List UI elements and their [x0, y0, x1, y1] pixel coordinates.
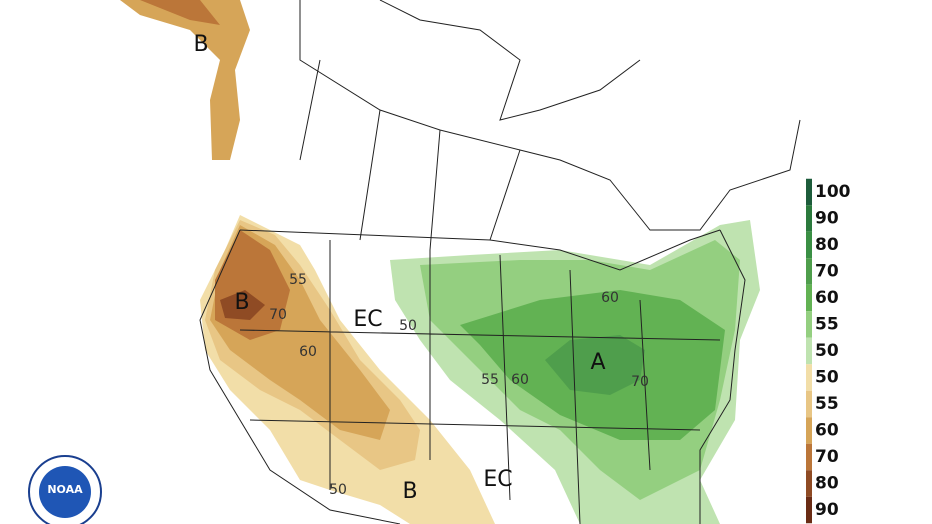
contour-label: 55 — [481, 372, 499, 388]
legend-swatch — [806, 496, 812, 524]
legend-label: 50 — [815, 341, 839, 361]
province-lines — [299, 59, 521, 251]
legend-swatch — [806, 311, 812, 338]
legend-swatch — [806, 258, 812, 285]
legend-label: 70 — [815, 262, 839, 282]
contour-label: 70 — [631, 374, 649, 390]
legend-label: 55 — [815, 394, 839, 414]
legend-swatch — [806, 205, 812, 232]
contour-label: 50 — [399, 318, 417, 334]
legend-label: 80 — [815, 474, 839, 494]
east-coast — [699, 229, 746, 524]
coastline — [299, 0, 801, 231]
noaa-logo: NOAA — [28, 455, 102, 524]
contour-label: 60 — [299, 344, 317, 360]
legend-label: 55 — [815, 315, 839, 335]
logo-disc — [39, 466, 91, 518]
outlook-label: B — [193, 32, 208, 57]
legend-label: 60 — [815, 421, 839, 441]
legend-swatch — [806, 284, 812, 312]
state-lines — [239, 240, 721, 524]
outlook-label: B — [234, 290, 249, 315]
arctic-coast — [379, 0, 641, 121]
legend-swatch — [806, 231, 812, 259]
logo-text: NOAA — [47, 483, 83, 496]
legend-label: 90 — [815, 209, 839, 229]
outlook-label: EC — [483, 467, 512, 492]
west-coast — [199, 229, 401, 524]
boundaries — [199, 0, 801, 524]
outlook-label: EC — [353, 307, 382, 332]
legend: 100 90 80 70 60 55 50 50 55 60 70 80 90 — [806, 178, 851, 524]
outlook-label: A — [590, 350, 605, 375]
legend-label: 90 — [815, 500, 839, 520]
legend-label: 50 — [815, 368, 839, 388]
legend-swatch — [806, 470, 812, 497]
east-wet-70 — [545, 335, 645, 395]
outlook-label: B — [402, 479, 417, 504]
legend-swatch — [806, 364, 812, 391]
legend-swatch — [806, 337, 812, 365]
legend-label: 100 — [815, 182, 851, 202]
contour-label: 60 — [511, 372, 529, 388]
contour-label: 50 — [329, 482, 347, 498]
contour-label: 70 — [269, 307, 287, 323]
legend-label: 70 — [815, 447, 839, 467]
west-dry-80 — [220, 290, 265, 320]
us-canada-border — [239, 229, 721, 271]
legend-swatch — [806, 417, 812, 444]
legend-label: 60 — [815, 288, 839, 308]
legend-swatch — [806, 178, 812, 206]
legend-swatch — [806, 390, 812, 418]
legend-label: 80 — [815, 235, 839, 255]
contour-label: 60 — [601, 290, 619, 306]
legend-swatch — [806, 443, 812, 471]
regions — [120, 0, 760, 524]
contour-label: 55 — [289, 272, 307, 288]
alaska-panhandle-region — [120, 0, 250, 160]
alaska-dark-region — [140, 0, 220, 25]
